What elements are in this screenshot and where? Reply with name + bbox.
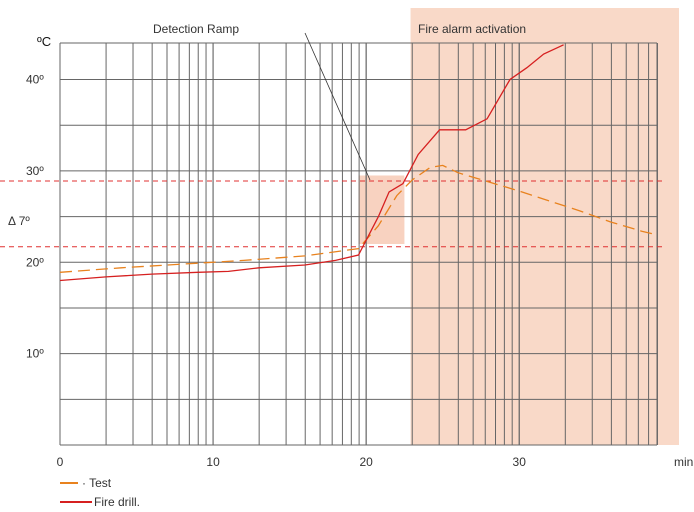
series-layer: [59, 44, 658, 282]
y-tick-label: 30º: [26, 164, 44, 178]
grid-layer: [59, 42, 658, 446]
x-axis-unit-label: min: [674, 455, 693, 469]
x-tick-label: 0: [57, 455, 64, 469]
alarm-region: [410, 8, 679, 445]
x-tick-label: 30: [513, 455, 527, 469]
annotation-layer: Detection Ramp Fire alarm activation ºC …: [8, 22, 693, 469]
legend-text-test: Test: [89, 476, 112, 490]
detection-ramp-label: Detection Ramp: [153, 22, 239, 36]
x-tick-label: 20: [359, 455, 373, 469]
x-tick-label: 10: [206, 455, 220, 469]
legend-label-test: · Test: [82, 476, 112, 490]
threshold-layer: [0, 180, 664, 248]
delta-label: Δ 7º: [8, 214, 30, 228]
tick-layer: 0 10 20 30 10º 20º 30º 40º: [26, 73, 526, 469]
y-tick-label: 40º: [26, 73, 44, 87]
y-axis-unit-label: ºC: [37, 34, 51, 49]
y-tick-label: 10º: [26, 347, 44, 361]
legend-text-fire-drill: Fire drill.: [94, 495, 141, 509]
legend-item-fire-drill: Fire drill.: [60, 495, 140, 509]
legend-swatch-fire-drill: [60, 501, 92, 503]
series-line-test: [59, 164, 658, 273]
y-tick-label: 20º: [26, 255, 44, 269]
fire-alarm-label: Fire alarm activation: [418, 22, 526, 36]
detection-ramp-pointer: [304, 32, 371, 181]
legend-item-test: · Test: [60, 476, 111, 490]
legend-swatch-test: [60, 482, 78, 484]
series-line-fire-drill: [59, 44, 564, 282]
